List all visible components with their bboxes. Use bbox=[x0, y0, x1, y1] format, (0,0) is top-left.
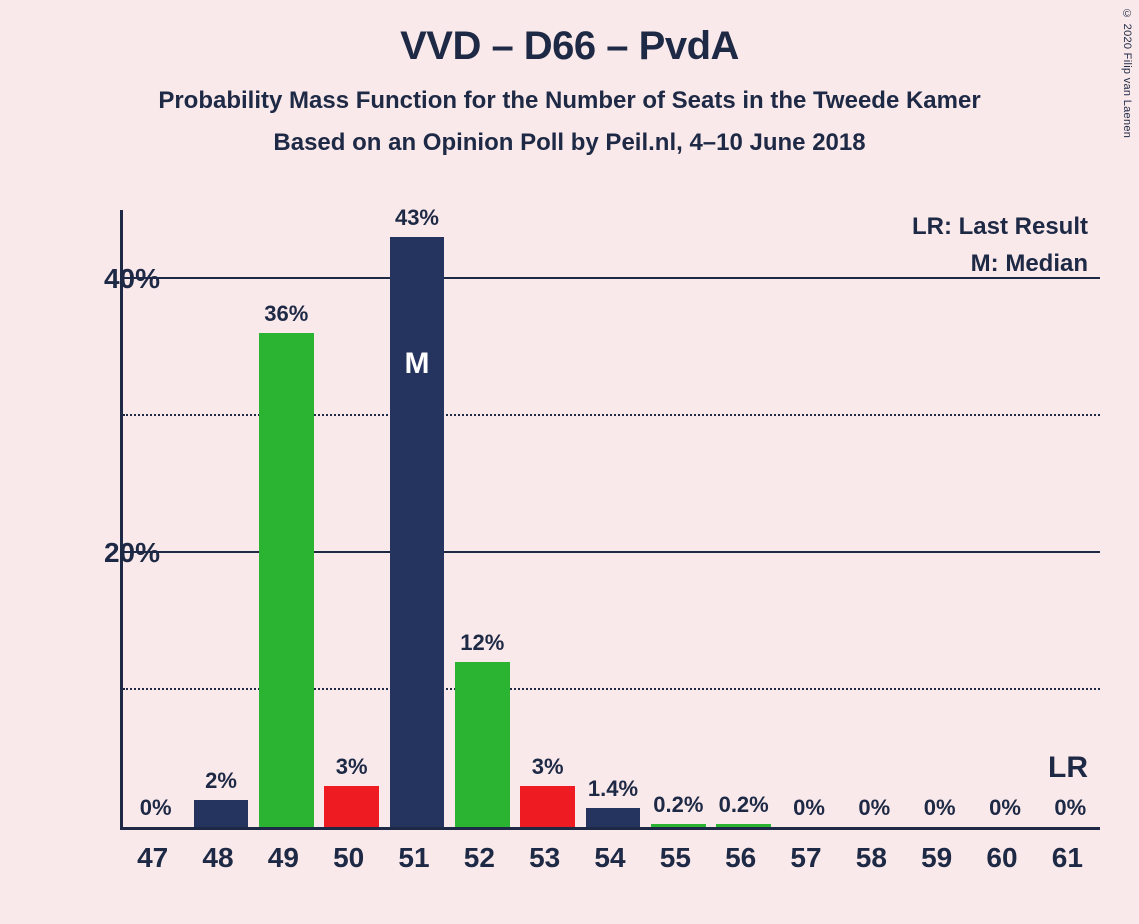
x-axis-label: 51 bbox=[398, 842, 429, 874]
bar: 3% bbox=[324, 786, 379, 827]
bar-value-label: 36% bbox=[259, 301, 314, 327]
median-marker: M bbox=[404, 347, 429, 381]
bar: 12% bbox=[455, 662, 510, 827]
bar: 36% bbox=[259, 333, 314, 827]
bar-value-label: 0% bbox=[847, 795, 902, 821]
x-axis-label: 55 bbox=[660, 842, 691, 874]
bar-value-label: 0% bbox=[782, 795, 837, 821]
x-axis-label: 60 bbox=[986, 842, 1017, 874]
bar-value-label: 43% bbox=[390, 205, 445, 231]
x-axis-label: 52 bbox=[464, 842, 495, 874]
bar-value-label: 0% bbox=[1043, 795, 1098, 821]
bar: 0.2% bbox=[651, 824, 706, 827]
lr-marker: LR bbox=[1048, 751, 1088, 785]
x-axis-label: 54 bbox=[594, 842, 625, 874]
chart-subtitle-2: Based on an Opinion Poll by Peil.nl, 4–1… bbox=[0, 129, 1139, 157]
x-axis-label: 58 bbox=[856, 842, 887, 874]
bar: 3% bbox=[520, 786, 575, 827]
bar-value-label: 0% bbox=[128, 795, 183, 821]
bar: 2% bbox=[194, 800, 249, 827]
bar-value-label: 12% bbox=[455, 630, 510, 656]
x-axis-label: 47 bbox=[137, 842, 168, 874]
bar-value-label: 0% bbox=[912, 795, 967, 821]
copyright-text: © 2020 Filip van Laenen bbox=[1121, 8, 1133, 138]
chart-title: VVD – D66 – PvdA bbox=[0, 0, 1139, 69]
bar: 1.4% bbox=[586, 808, 641, 827]
x-axis-label: 56 bbox=[725, 842, 756, 874]
bar: 0.2% bbox=[716, 824, 771, 827]
chart-area: LR: Last Result M: Median 0%2%36%3%43%M1… bbox=[40, 210, 1110, 910]
x-axis-label: 59 bbox=[921, 842, 952, 874]
chart-subtitle: Probability Mass Function for the Number… bbox=[0, 87, 1139, 115]
bar-value-label: 0% bbox=[978, 795, 1033, 821]
y-axis-label: 20% bbox=[40, 537, 160, 569]
bar-value-label: 2% bbox=[194, 768, 249, 794]
x-axis-label: 57 bbox=[790, 842, 821, 874]
plot-area: LR: Last Result M: Median 0%2%36%3%43%M1… bbox=[120, 210, 1100, 830]
bar-value-label: 0.2% bbox=[716, 792, 771, 818]
bar-value-label: 3% bbox=[324, 754, 379, 780]
bar-value-label: 0.2% bbox=[651, 792, 706, 818]
bar-value-label: 3% bbox=[520, 754, 575, 780]
bar-value-label: 1.4% bbox=[586, 776, 641, 802]
bars-container: 0%2%36%3%43%M12%3%1.4%0.2%0.2%0%0%0%0%0% bbox=[123, 210, 1100, 827]
x-axis-label: 53 bbox=[529, 842, 560, 874]
y-axis-label: 40% bbox=[40, 263, 160, 295]
x-axis-label: 50 bbox=[333, 842, 364, 874]
x-axis-label: 49 bbox=[268, 842, 299, 874]
x-axis-label: 61 bbox=[1052, 842, 1083, 874]
bar: 43%M bbox=[390, 237, 445, 827]
x-axis-label: 48 bbox=[202, 842, 233, 874]
